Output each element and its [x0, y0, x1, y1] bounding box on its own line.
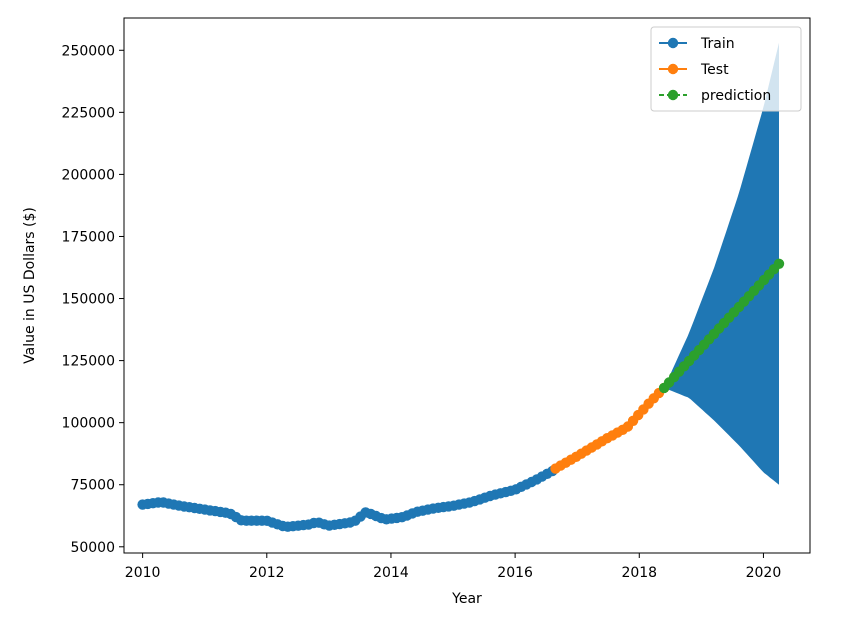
- x-tick-label: 2016: [497, 565, 533, 581]
- x-tick-label: 2014: [373, 565, 409, 581]
- y-tick-label: 125000: [62, 354, 115, 370]
- confidence-band: [664, 42, 779, 485]
- legend-label: prediction: [701, 88, 771, 104]
- legend-label: Train: [700, 36, 735, 52]
- series-train: [137, 465, 558, 532]
- legend-marker: [667, 89, 679, 101]
- confidence-band-layer: [664, 42, 779, 485]
- y-tick-label: 225000: [62, 105, 115, 121]
- legend-item-prediction: prediction: [659, 88, 771, 104]
- data-point: [773, 258, 785, 269]
- y-tick-label: 100000: [62, 416, 115, 432]
- y-axis-ticks: 50000 75000 100000 125000 150000 175000 200000…: [62, 43, 124, 556]
- y-axis-label: Value in US Dollars ($): [22, 207, 38, 364]
- plot-content: [137, 42, 785, 532]
- x-tick-label: 2018: [621, 565, 657, 581]
- y-tick-label: 175000: [62, 229, 115, 245]
- legend-box: [650, 26, 802, 112]
- series-layer: [137, 258, 785, 532]
- y-tick-label: 150000: [62, 292, 115, 308]
- legend-marker: [667, 37, 679, 49]
- legend-label: Test: [700, 62, 729, 78]
- legend-item-train: Train: [659, 36, 735, 52]
- x-tick-label: 2012: [249, 565, 285, 581]
- y-tick-label: 200000: [62, 167, 115, 183]
- legend: Train Test prediction: [650, 26, 802, 112]
- y-tick-label: 250000: [62, 43, 115, 59]
- x-tick-label: 2010: [125, 565, 161, 581]
- legend-item-test: Test: [659, 62, 729, 78]
- series-test: [550, 382, 670, 474]
- x-tick-label: 2020: [746, 565, 782, 581]
- x-axis-label: Year: [451, 591, 482, 607]
- y-tick-label: 50000: [70, 540, 115, 556]
- axes-frame: [123, 17, 811, 554]
- x-axis-ticks: 2010 2012 2014 2016 2018 2020: [125, 553, 781, 581]
- legend-marker: [667, 63, 679, 75]
- y-tick-label: 75000: [70, 478, 115, 494]
- series-prediction: [658, 258, 785, 394]
